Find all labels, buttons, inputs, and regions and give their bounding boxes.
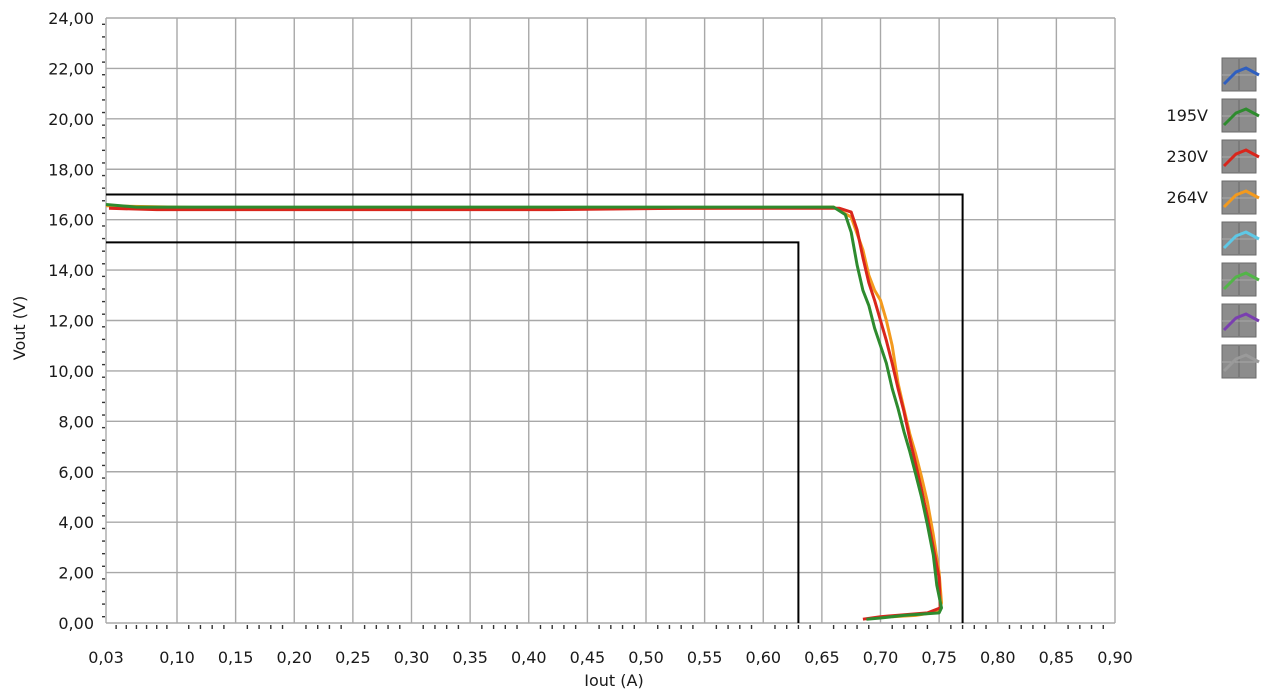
legend-item[interactable]: 230V	[1167, 139, 1260, 174]
x-tick-label: 0,35	[452, 648, 488, 667]
x-tick-label: 0,30	[394, 648, 430, 667]
y-tick-label: 22,00	[48, 59, 94, 78]
reference-line-0	[106, 193, 964, 623]
legend-line-icon	[1222, 230, 1260, 250]
x-tick-label: 0,45	[570, 648, 606, 667]
x-tick-label: 0,20	[276, 648, 312, 667]
x-tick-label: 0,80	[980, 648, 1016, 667]
x-tick-label: 0,90	[1097, 648, 1133, 667]
y-tick-label: 6,00	[58, 463, 94, 482]
x-tick-label: 0,03	[88, 648, 124, 667]
x-tick-label: 0,25	[335, 648, 371, 667]
legend-item[interactable]	[1221, 262, 1260, 297]
y-tick-label: 10,00	[48, 362, 94, 381]
y-tick-label: 18,00	[48, 160, 94, 179]
reference-lines	[106, 193, 964, 623]
x-tick-label: 0,10	[159, 648, 195, 667]
legend-line-icon	[1222, 312, 1260, 332]
y-tick-label: 4,00	[58, 513, 94, 532]
legend-item[interactable]	[1221, 344, 1260, 379]
y-tick-label: 8,00	[58, 412, 94, 431]
x-tick-label: 0,15	[218, 648, 254, 667]
y-axis-title: Vout (V)	[10, 296, 29, 360]
legend[interactable]: 195V 230V 264V	[1167, 57, 1260, 379]
series-line-195V	[105, 203, 943, 621]
legend-label: 230V	[1167, 147, 1209, 166]
legend-line-icon	[1222, 271, 1260, 291]
legend-line-icon	[1222, 107, 1260, 127]
legend-item[interactable]: 195V	[1167, 98, 1260, 133]
legend-line-icon	[1222, 189, 1260, 209]
legend-line-icon	[1222, 353, 1260, 373]
legend-label: 264V	[1167, 188, 1209, 207]
x-tick-label: 0,60	[745, 648, 781, 667]
y-tick-label: 12,00	[48, 312, 94, 331]
x-tick-label: 0,75	[921, 648, 957, 667]
x-tick-label: 0,70	[863, 648, 899, 667]
legend-item[interactable]: 264V	[1167, 180, 1260, 215]
y-tick-labels: 0,00 2,00 4,00 6,00 8,00 10,00 12,00 14,00 16,00…	[48, 9, 94, 633]
legend-item[interactable]	[1221, 57, 1260, 92]
x-tick-label: 0,50	[628, 648, 664, 667]
x-tick-label: 0,55	[687, 648, 723, 667]
series-line-264V	[105, 204, 943, 619]
legend-label: 195V	[1167, 106, 1209, 125]
x-axis-title: Iout (A)	[584, 671, 643, 690]
legend-item[interactable]	[1221, 303, 1260, 338]
y-tick-label: 20,00	[48, 110, 94, 129]
legend-item[interactable]	[1221, 221, 1260, 256]
y-tick-label: 2,00	[58, 564, 94, 583]
reference-line-1	[106, 241, 800, 623]
y-tick-label: 24,00	[48, 9, 94, 28]
data-series	[105, 203, 943, 621]
legend-line-icon	[1222, 148, 1260, 168]
x-tick-label: 0,40	[511, 648, 547, 667]
x-tick-labels: 0,03 0,10 0,15 0,20 0,25 0,30 0,35 0,40 0,45 0,50…	[88, 648, 1133, 667]
legend-line-icon	[1222, 66, 1260, 86]
y-tick-label: 14,00	[48, 261, 94, 280]
x-tick-label: 0,85	[1039, 648, 1075, 667]
y-tick-label: 16,00	[48, 211, 94, 230]
x-tick-label: 0,65	[804, 648, 840, 667]
series-line-230V	[108, 206, 942, 621]
grid	[105, 17, 1116, 624]
minor-ticks	[102, 23, 1104, 629]
y-tick-label: 0,00	[58, 614, 94, 633]
